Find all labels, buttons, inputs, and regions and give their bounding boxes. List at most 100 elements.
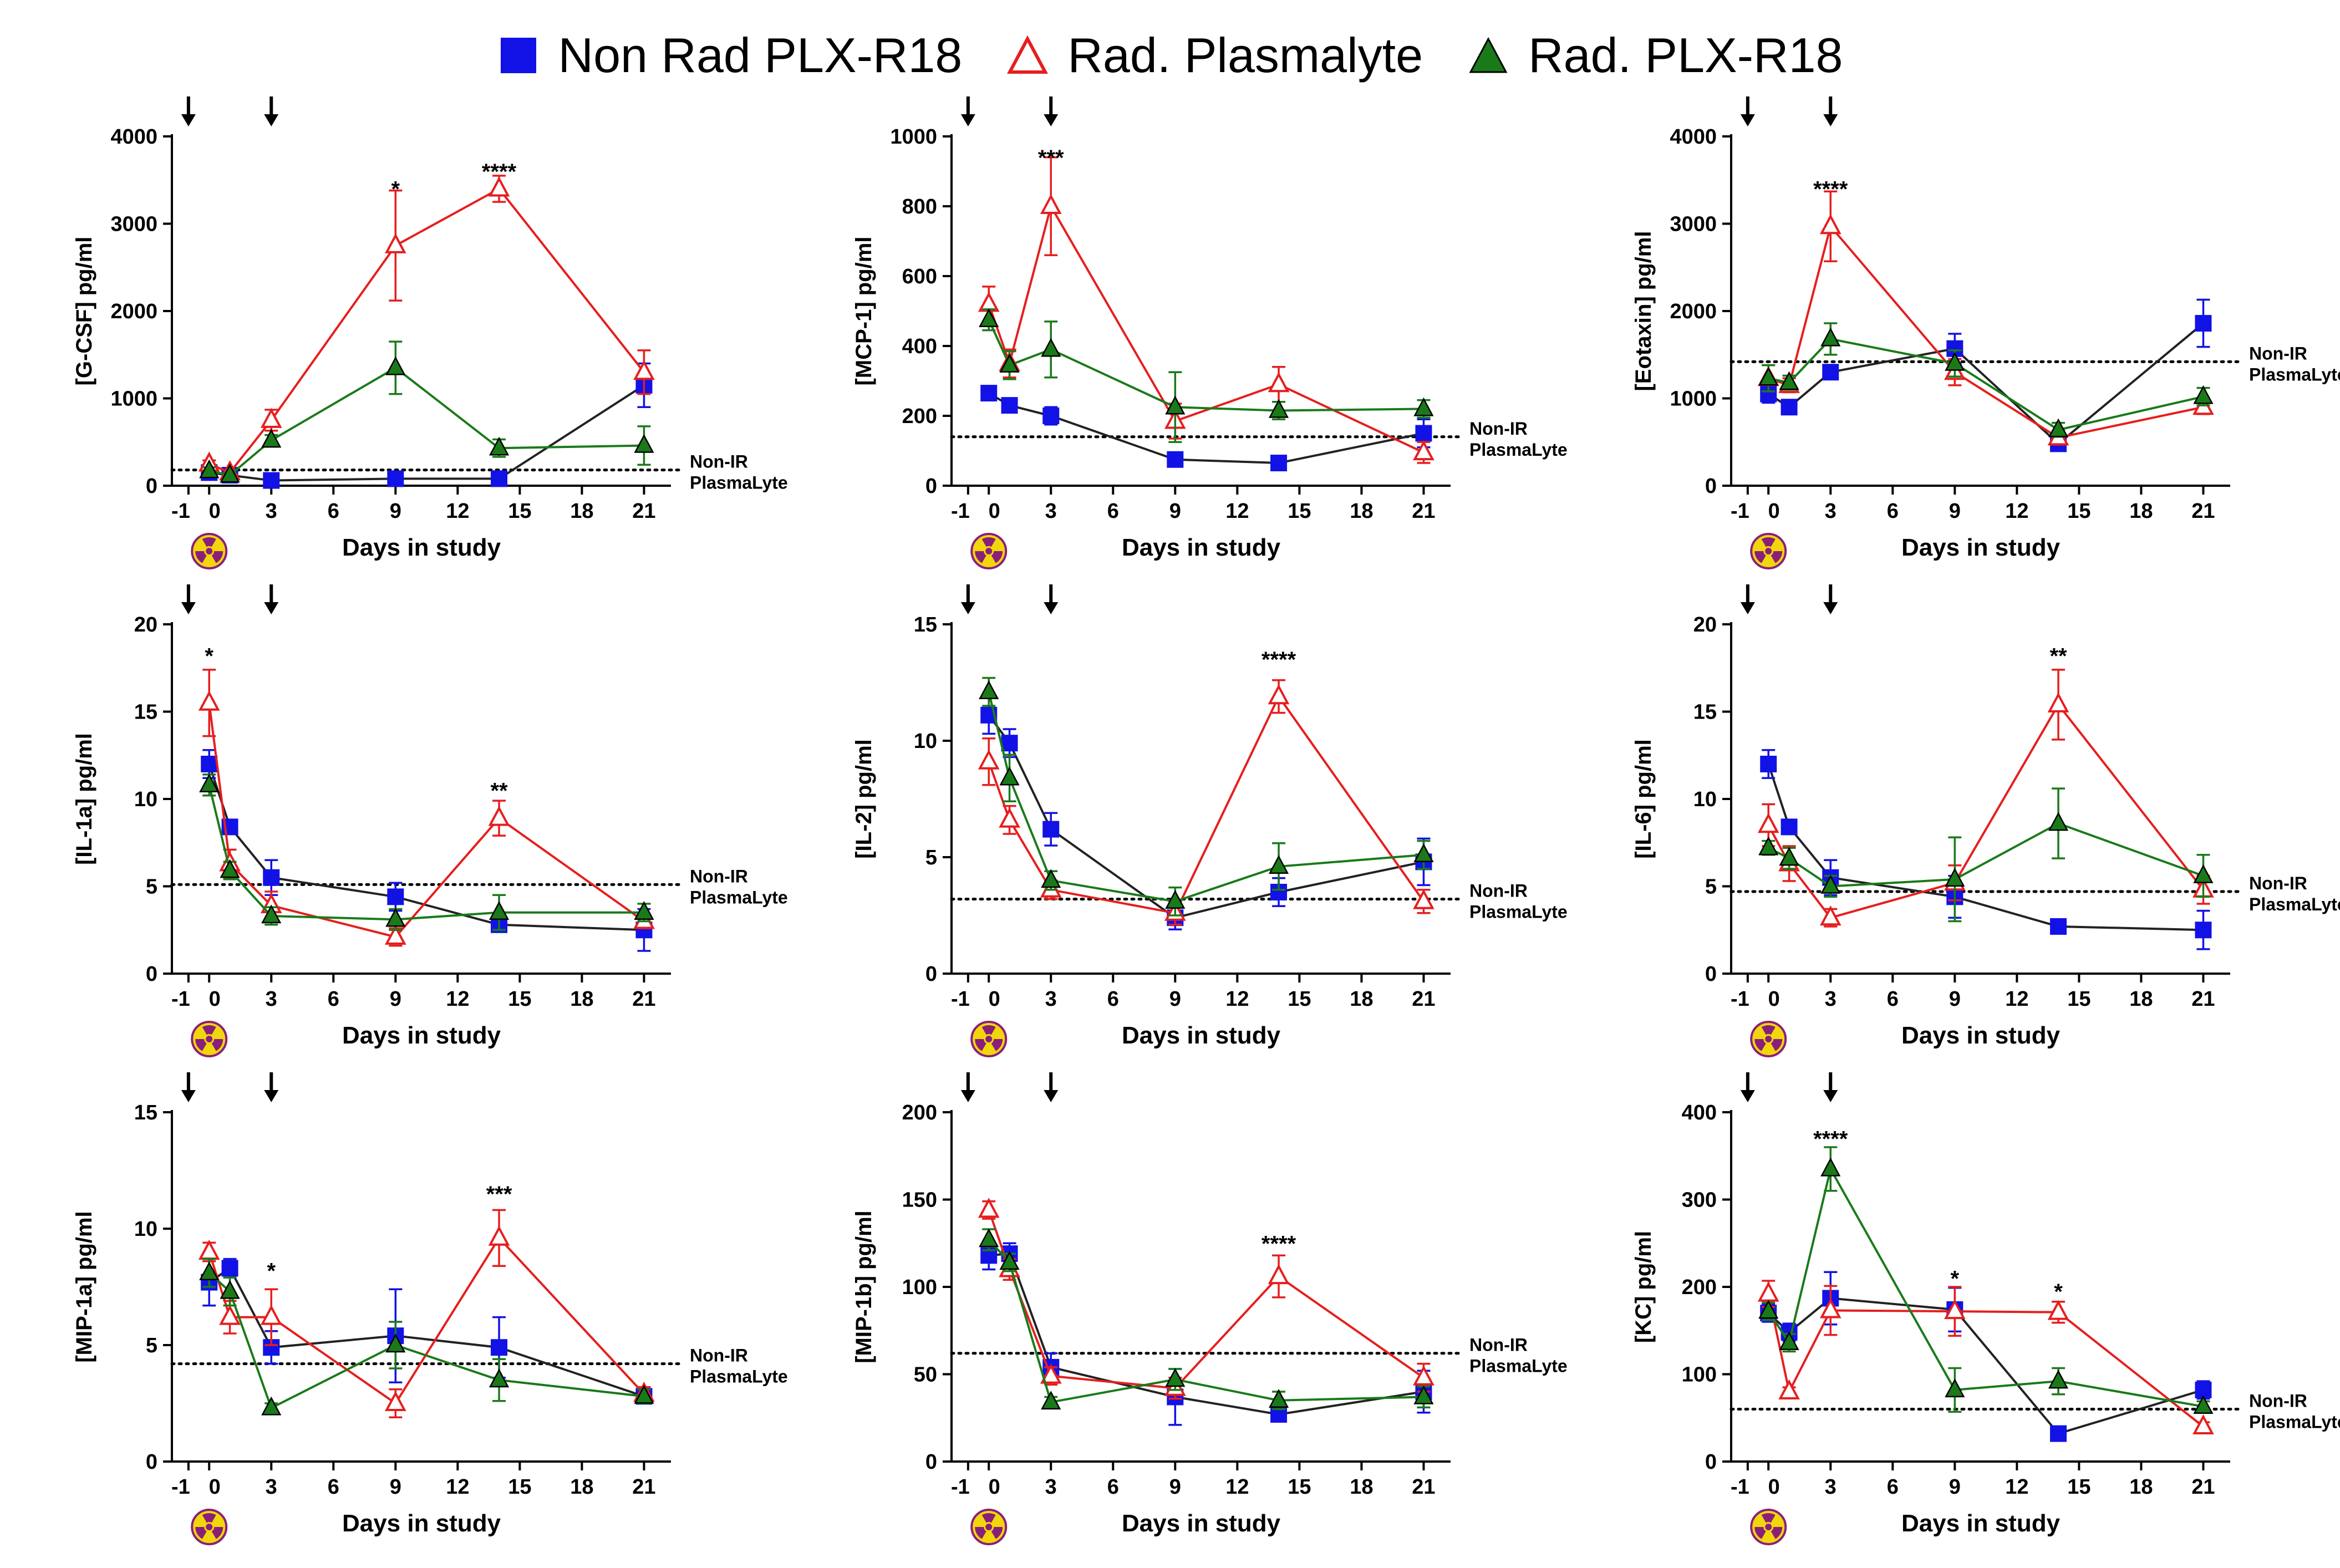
data-point (1945, 352, 1965, 371)
data-point (199, 773, 220, 793)
data-point (1758, 836, 1779, 856)
down-arrow-icon (1044, 1072, 1059, 1102)
legend: Non Rad PLX-R18 Rad. Plasmalyte Rad. PLX… (0, 11, 2340, 100)
chart-il-2: 0 5 10 15 -1 0 3 6 9 12 15 18 21 Days in study [IL-2] … (852, 584, 1568, 1057)
data-point (1760, 756, 1777, 772)
y-tick-label: 400 (1682, 1101, 1717, 1124)
data-point (491, 470, 508, 487)
significance-label: **** (1261, 648, 1296, 672)
data-point (1779, 847, 1799, 866)
data-point (1819, 1298, 1842, 1318)
reference-label: PlasmaLyte (690, 473, 788, 493)
data-point (263, 869, 280, 886)
y-tick-label: 150 (902, 1189, 937, 1212)
significance-label: ** (2049, 644, 2067, 669)
reference-label: PlasmaLyte (2249, 364, 2340, 384)
y-tick-label: 0 (925, 963, 937, 986)
y-tick-label: 0 (925, 1450, 937, 1474)
x-tick-label: 0 (989, 500, 1000, 523)
y-tick-label: 10 (1693, 788, 1717, 811)
series-rad-plasmalyte (1757, 1280, 2214, 1434)
data-point (980, 385, 998, 402)
down-arrow-icon (181, 1072, 196, 1102)
significance-label: ** (490, 778, 508, 803)
data-point (488, 806, 510, 826)
series-rad-plasmalyte (1757, 190, 2214, 446)
data-point (978, 1198, 1000, 1218)
data-point (1042, 821, 1060, 838)
y-tick-label: 10 (914, 730, 937, 753)
x-tick-label: 15 (1288, 500, 1311, 523)
x-tick-label: 6 (1887, 1475, 1899, 1499)
data-point (2195, 922, 2212, 939)
series-rad-plasmalyte (978, 1198, 1434, 1400)
data-point (1945, 1378, 1965, 1398)
down-arrow-icon (264, 584, 279, 614)
data-point (1268, 1264, 1290, 1285)
data-point (1779, 371, 1799, 390)
data-point (387, 888, 404, 905)
reference-label: PlasmaLyte (690, 887, 788, 907)
x-tick-label: 12 (446, 987, 469, 1011)
y-tick-label: 0 (146, 1450, 157, 1474)
data-point (1413, 440, 1434, 461)
series-rad-plx (979, 676, 1434, 917)
significance-label: **** (1813, 177, 1848, 202)
x-tick-label: 9 (390, 1475, 401, 1499)
legend-label-non-rad: Non Rad PLX-R18 (558, 28, 963, 83)
x-tick-label: -1 (1731, 1475, 1749, 1499)
x-tick-label: 12 (1225, 1475, 1249, 1499)
data-point (1819, 213, 1842, 235)
y-axis-label: [IL-1a] pg/ml (72, 733, 96, 865)
y-axis-label: [MIP-1a] pg/ml (72, 1211, 96, 1362)
x-tick-label: 15 (1288, 1475, 1311, 1499)
data-point (1268, 1389, 1289, 1408)
chart-panel-il-2: 0 5 10 15 -1 0 3 6 9 12 15 18 21 Days in study [IL-2] … (780, 582, 1568, 1059)
series-line-rad-plasmalyte (208, 702, 645, 939)
data-point (1270, 455, 1288, 472)
data-point (1165, 1368, 1186, 1387)
data-point (2048, 812, 2069, 831)
data-point (261, 904, 282, 924)
x-tick-label: 6 (1107, 1475, 1119, 1499)
down-arrow-icon (264, 96, 279, 126)
data-point (2193, 385, 2214, 404)
significance-label: * (1951, 1266, 1960, 1291)
y-tick-label: 400 (902, 335, 937, 358)
data-point (979, 1228, 999, 1248)
x-tick-label: 18 (1350, 500, 1373, 523)
legend-item-rad-plasmalyte: Rad. Plasmalyte (1006, 27, 1423, 84)
down-arrow-icon (181, 96, 196, 126)
x-tick-label: 12 (2005, 1475, 2028, 1499)
data-point (1268, 372, 1290, 393)
y-tick-label: 15 (134, 1101, 157, 1124)
data-point (221, 1260, 238, 1277)
reference-label: PlasmaLyte (2249, 1412, 2340, 1432)
down-arrow-icon (1044, 96, 1059, 126)
x-axis-label: Days in study (1122, 1510, 1281, 1537)
x-tick-label: 3 (1045, 1475, 1057, 1499)
significance-label: **** (1813, 1127, 1848, 1151)
series-line-non-rad (208, 1266, 645, 1398)
x-tick-label: 6 (1887, 500, 1899, 523)
y-tick-label: 200 (902, 405, 937, 428)
x-tick-label: 18 (2129, 987, 2153, 1011)
y-tick-label: 100 (902, 1276, 937, 1299)
data-point (1413, 1385, 1434, 1404)
y-tick-label: 300 (1682, 1189, 1717, 1212)
x-tick-label: 9 (1169, 987, 1181, 1011)
data-point (1779, 1331, 1799, 1351)
reference-label: Non-IR (2249, 1391, 2307, 1411)
chart-panel-il-6: 0 5 10 15 20 -1 0 3 6 9 12 15 18 21 Days in study [IL-6… (1559, 582, 2340, 1059)
radiation-icon (191, 533, 228, 569)
y-tick-label: 15 (914, 613, 937, 637)
chart-mcp-1: 0 200 400 600 800 1000 -1 0 3 6 9 12 15 18 21 Days in s… (852, 96, 1568, 569)
y-tick-label: 4000 (1670, 125, 1717, 149)
x-axis-label: Days in study (342, 1510, 501, 1537)
data-point (263, 472, 280, 489)
data-point (978, 292, 1000, 312)
data-point (1165, 890, 1186, 909)
y-tick-label: 50 (914, 1363, 937, 1387)
y-tick-label: 10 (134, 1218, 157, 1241)
data-point (978, 749, 1000, 770)
